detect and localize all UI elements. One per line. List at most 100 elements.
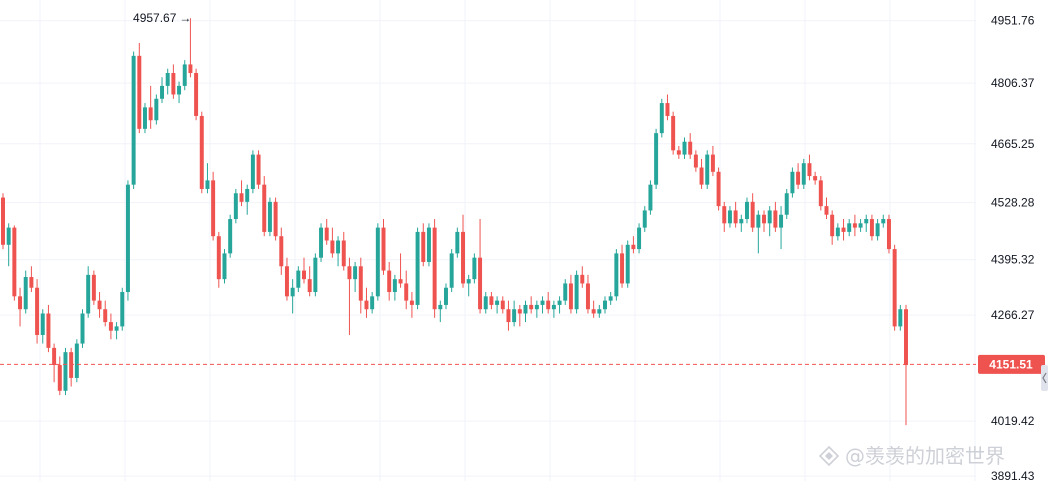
candle-body bbox=[404, 283, 409, 301]
candle bbox=[478, 219, 483, 314]
candle bbox=[591, 300, 596, 318]
candle bbox=[665, 94, 670, 121]
candle-body bbox=[835, 227, 840, 237]
candle-body bbox=[693, 154, 698, 168]
candle-body bbox=[262, 184, 267, 232]
scroll-handle[interactable] bbox=[1041, 365, 1048, 391]
candle-body bbox=[319, 227, 324, 258]
candle-body bbox=[739, 219, 744, 224]
candle bbox=[710, 146, 715, 177]
candle bbox=[449, 249, 454, 293]
candle bbox=[830, 210, 835, 245]
price-axis[interactable]: 4951.76 4806.37 4665.25 4528.28 4395.32 4266.… bbox=[991, 14, 1035, 481]
candle-body bbox=[358, 266, 363, 301]
candle-body bbox=[875, 223, 880, 237]
candle bbox=[245, 184, 250, 215]
candle bbox=[506, 300, 511, 331]
candle bbox=[801, 158, 806, 189]
candle-body bbox=[256, 154, 261, 185]
candle-body bbox=[148, 107, 153, 121]
candle-body bbox=[483, 296, 488, 310]
candle-body bbox=[91, 274, 96, 301]
candle-body bbox=[137, 55, 142, 129]
y-tick-label: 4528.28 bbox=[991, 196, 1035, 210]
candle-body bbox=[699, 167, 704, 185]
candle bbox=[97, 292, 102, 318]
candle-body bbox=[733, 210, 738, 224]
candle-body bbox=[830, 214, 835, 237]
candle-body bbox=[523, 304, 528, 314]
candle-body bbox=[284, 266, 289, 297]
candle bbox=[529, 296, 534, 314]
candle bbox=[307, 266, 312, 297]
candle-body bbox=[676, 150, 681, 155]
candle bbox=[409, 292, 414, 318]
candle-body bbox=[302, 270, 306, 280]
candles bbox=[1, 18, 908, 426]
candle bbox=[387, 261, 392, 301]
candle-body bbox=[108, 322, 113, 331]
candle bbox=[273, 197, 278, 241]
candle bbox=[512, 300, 517, 327]
watermark: @羡羡的加密世界 bbox=[818, 444, 1005, 468]
candle bbox=[182, 60, 187, 91]
candle bbox=[648, 180, 653, 215]
candle bbox=[398, 253, 403, 288]
candle bbox=[727, 206, 732, 228]
candle-body bbox=[131, 55, 136, 185]
candle-body bbox=[6, 227, 11, 245]
candle bbox=[341, 231, 346, 271]
candle bbox=[29, 266, 34, 293]
candle bbox=[296, 266, 301, 293]
candle-body bbox=[824, 206, 829, 215]
y-tick-label: 4266.27 bbox=[991, 308, 1035, 322]
candle-body bbox=[23, 277, 28, 310]
current-price-label: 4151.51 bbox=[989, 357, 1033, 371]
candle-body bbox=[574, 274, 579, 310]
candle-body bbox=[336, 240, 341, 254]
candle-body bbox=[710, 154, 715, 172]
candle bbox=[756, 210, 761, 254]
candle bbox=[603, 296, 607, 314]
candle bbox=[773, 201, 778, 232]
candle bbox=[6, 223, 11, 267]
candle-body bbox=[341, 240, 346, 267]
candle bbox=[86, 266, 91, 318]
candle bbox=[426, 223, 431, 267]
candle-body bbox=[796, 171, 801, 185]
candle bbox=[500, 296, 505, 314]
candle-body bbox=[852, 223, 857, 228]
candle-body bbox=[194, 73, 199, 116]
candle bbox=[625, 240, 630, 288]
candle-body bbox=[29, 277, 34, 288]
candle bbox=[608, 292, 613, 305]
candle-body bbox=[443, 287, 448, 305]
candle bbox=[194, 68, 199, 121]
candle-body bbox=[568, 283, 573, 310]
candle-body bbox=[387, 270, 392, 293]
candle-body bbox=[165, 73, 170, 86]
candle bbox=[597, 304, 602, 318]
candle-body bbox=[307, 279, 312, 293]
candle bbox=[23, 270, 28, 314]
candle bbox=[205, 163, 210, 194]
candle-body bbox=[273, 201, 278, 237]
candle-body bbox=[500, 300, 505, 310]
candle-body bbox=[705, 154, 710, 185]
candle bbox=[222, 249, 227, 284]
candle bbox=[784, 188, 789, 220]
candle bbox=[160, 77, 165, 104]
candle-body bbox=[80, 313, 85, 344]
candle bbox=[455, 227, 460, 258]
candle bbox=[63, 347, 68, 396]
candle bbox=[864, 214, 869, 232]
candle bbox=[432, 219, 437, 318]
candle bbox=[330, 227, 335, 258]
candle-body bbox=[171, 73, 176, 95]
candle bbox=[869, 214, 874, 241]
candle-body bbox=[881, 219, 886, 224]
candle bbox=[585, 274, 590, 314]
candle-body bbox=[841, 227, 846, 232]
candle-body bbox=[18, 296, 23, 310]
